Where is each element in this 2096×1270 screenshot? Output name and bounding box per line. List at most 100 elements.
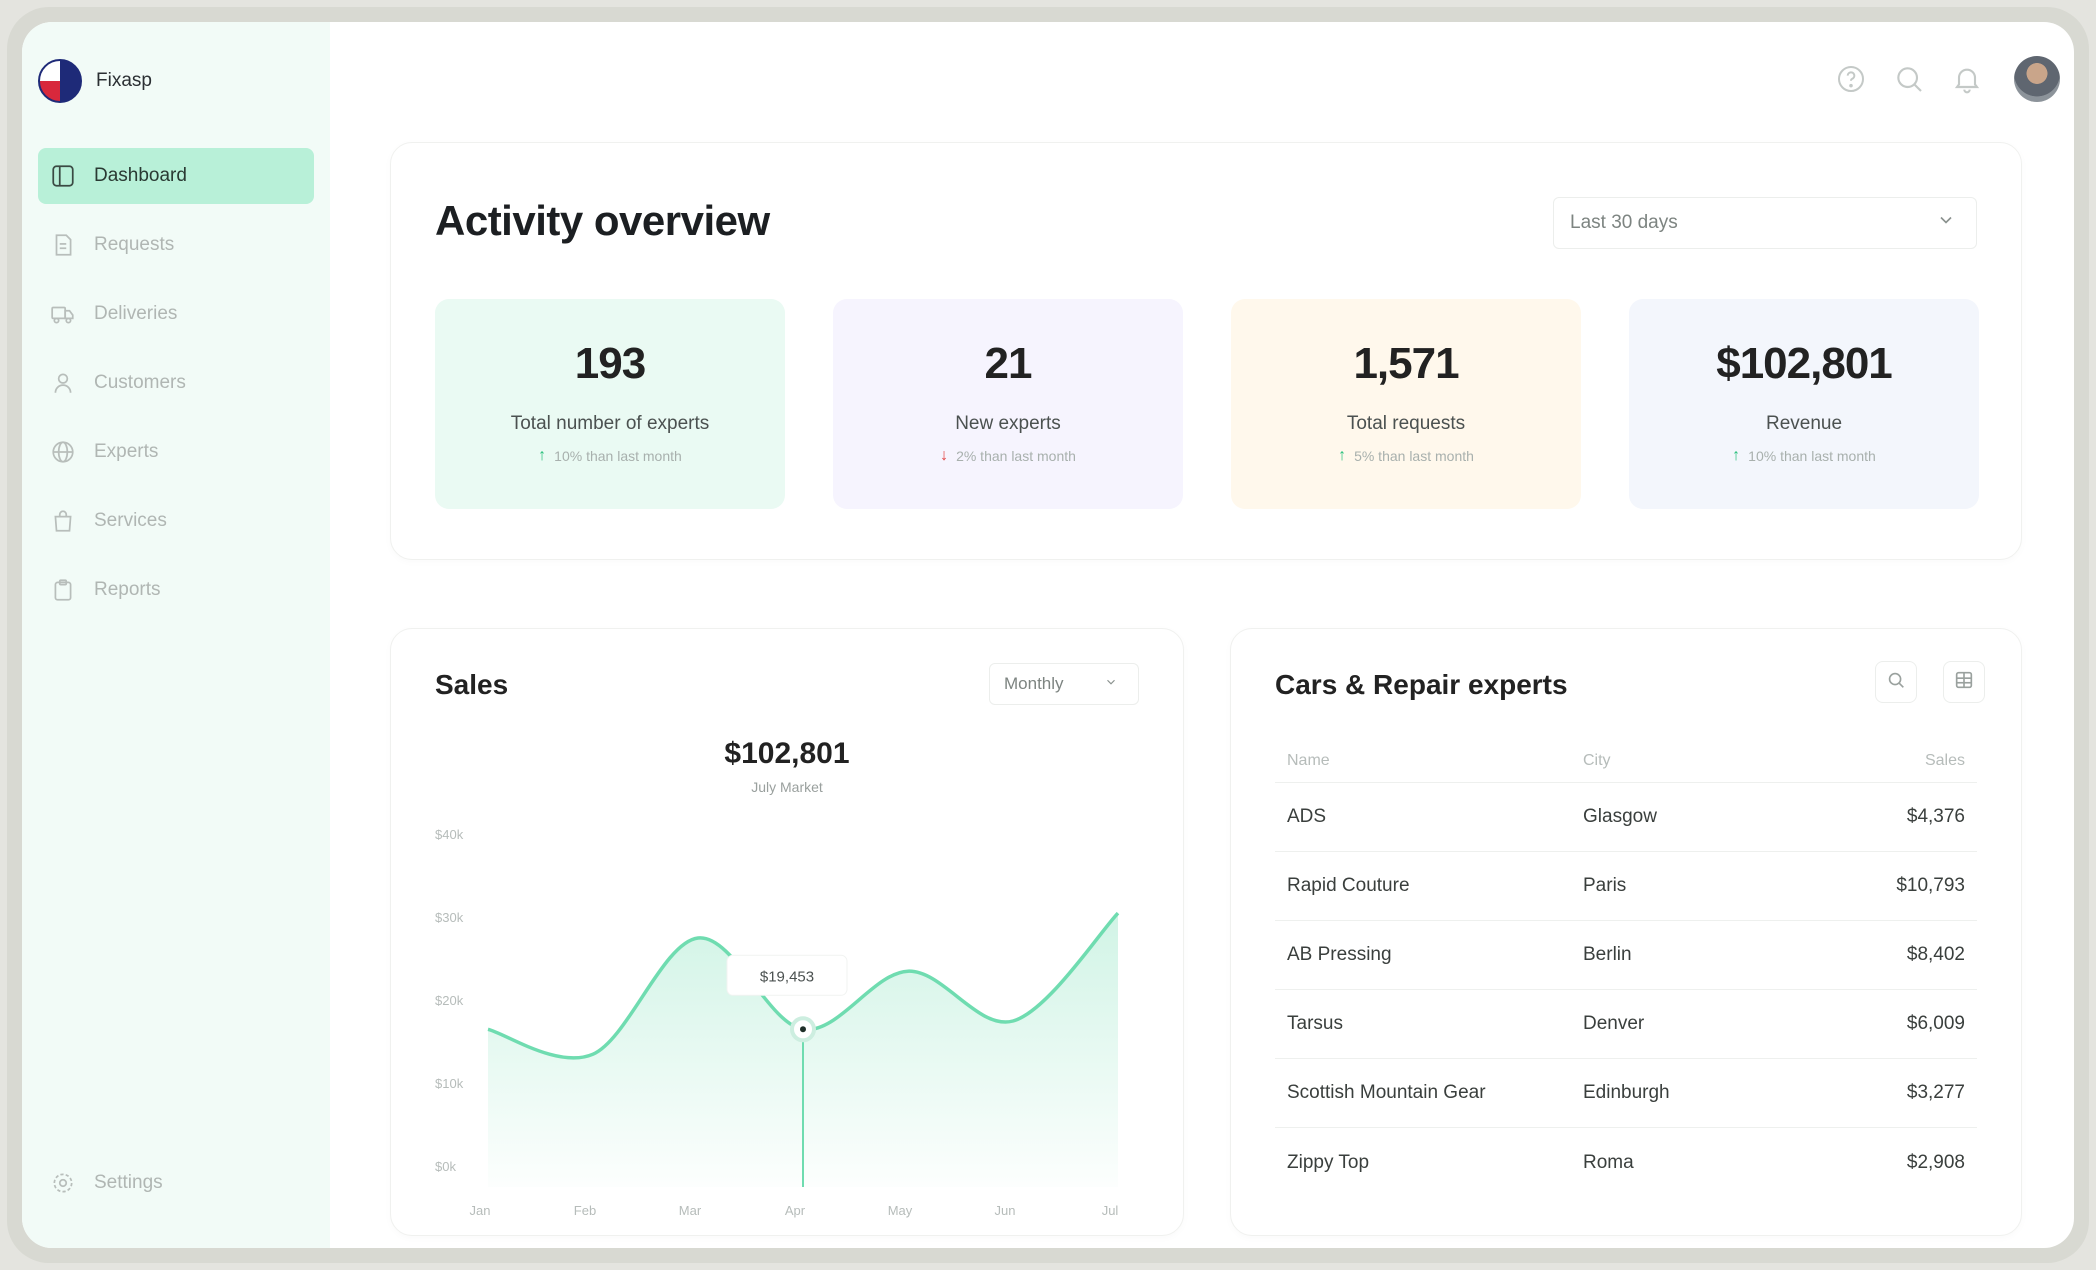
sales-total: $102,801: [724, 737, 850, 770]
experts-title: Cars & Repair experts: [1275, 669, 1568, 700]
stat-card-total-requests: 1,571 Total requests ↑ 5% than last month: [1231, 299, 1581, 509]
y-tick-label: $40k: [435, 827, 464, 842]
sidebar-item-label: Experts: [94, 441, 159, 462]
sales-title: Sales: [435, 669, 509, 700]
experts-search-button[interactable]: [1875, 661, 1917, 703]
x-tick-label: Feb: [574, 1203, 596, 1218]
sidebar-item-label: Dashboard: [94, 165, 187, 186]
dashboard-icon: [50, 163, 76, 189]
stat-label: Total requests: [1346, 413, 1466, 434]
sidebar-item-dashboard[interactable]: Dashboard: [38, 148, 314, 204]
person-icon: [50, 370, 76, 396]
topbar: [1834, 56, 2060, 102]
avatar[interactable]: [2014, 56, 2060, 102]
period-select[interactable]: Monthly: [989, 663, 1139, 705]
sales-card: $40k $30k $20k $10k $0k $19,453 Jan Feb Mar Apr Ma…: [390, 628, 1184, 1236]
bag-icon: [50, 508, 76, 534]
table-header: Name City Sales: [1275, 739, 1977, 783]
cell-city: Berlin: [1583, 944, 1632, 965]
stat-card-total-experts: 193 Total number of experts ↑ 10% than la…: [435, 299, 785, 509]
main-content: Activity overview Last 30 days 193 Total…: [330, 22, 2074, 1248]
sidebar-item-requests[interactable]: Requests: [38, 217, 314, 273]
stat-value: 193: [574, 339, 646, 388]
experts-table: Name City Sales ADS Glasgow $4,376 Rapid…: [1275, 739, 1977, 1197]
arrow-up-icon: ↑: [1338, 447, 1347, 464]
truck-icon: [50, 301, 76, 327]
chart-tooltip: [726, 954, 848, 996]
column-header-name[interactable]: Name: [1287, 751, 1330, 769]
activity-overview-card: Activity overview Last 30 days 193 Total…: [390, 142, 2022, 560]
cell-sales: $8,402: [1906, 944, 1965, 965]
x-tick-label: Jun: [995, 1203, 1016, 1218]
gear-icon: [50, 1170, 76, 1196]
sidebar-item-label: Requests: [94, 234, 175, 255]
cell-name: Zippy Top: [1287, 1151, 1370, 1173]
stat-trend: ↑ 5% than last month: [1231, 447, 1581, 465]
y-tick-label: $30k: [435, 910, 464, 925]
sales-chart: $40k $30k $20k $10k $0k $19,453 Jan Feb Mar Apr Ma…: [435, 827, 1120, 1218]
date-range-value: Last 30 days: [1570, 212, 1678, 233]
table-row[interactable]: ADS Glasgow $4,376: [1275, 783, 1977, 852]
cell-name: Scottish Mountain Gear: [1287, 1082, 1486, 1103]
arrow-up-icon: ↑: [1732, 447, 1741, 464]
bell-icon[interactable]: [1950, 62, 1984, 96]
arrow-down-icon: ↓: [940, 447, 949, 464]
device-frame: Fixasp Dashboard Requests: [7, 7, 2089, 1263]
table-row[interactable]: Scottish Mountain Gear Edinburgh $3,277: [1275, 1059, 1977, 1128]
stat-trend: ↑ 10% than last month: [435, 447, 785, 465]
x-tick-label: Apr: [785, 1203, 806, 1218]
brand-logo: [38, 59, 82, 103]
sidebar-item-label: Customers: [94, 372, 186, 393]
table-row[interactable]: Tarsus Denver $6,009: [1275, 990, 1977, 1059]
sidebar-item-label: Deliveries: [94, 303, 178, 324]
period-value: Monthly: [1004, 674, 1064, 693]
sidebar: Fixasp Dashboard Requests: [22, 22, 330, 1248]
stat-trend: ↓ 2% than last month: [833, 447, 1183, 465]
search-icon[interactable]: [1892, 62, 1926, 96]
brand[interactable]: Fixasp: [22, 56, 330, 106]
cell-name: ADS: [1287, 806, 1327, 827]
sidebar-item-customers[interactable]: Customers: [38, 355, 314, 411]
page-title: Activity overview: [435, 197, 770, 244]
column-header-city[interactable]: City: [1583, 751, 1611, 769]
stat-value: 1,571: [1353, 339, 1459, 388]
y-tick-label: $0k: [435, 1159, 456, 1174]
chevron-down-icon: [1936, 210, 1956, 236]
sidebar-item-services[interactable]: Services: [38, 493, 314, 549]
experts-filter-button[interactable]: [1943, 661, 1985, 703]
tooltip-value: $19,453: [760, 968, 814, 985]
stat-trend-text: 5% than last month: [1354, 448, 1474, 464]
sidebar-item-reports[interactable]: Reports: [38, 562, 314, 618]
table-row[interactable]: AB Pressing Berlin $8,402: [1275, 921, 1977, 990]
y-tick-label: $20k: [435, 993, 464, 1008]
search-icon: [1885, 669, 1907, 696]
help-icon[interactable]: [1834, 62, 1868, 96]
sidebar-item-label: Settings: [94, 1172, 163, 1193]
sidebar-item-label: Services: [94, 510, 167, 531]
cell-sales: $4,376: [1906, 806, 1965, 827]
stat-value: 21: [984, 339, 1033, 388]
app-window: Fixasp Dashboard Requests: [22, 22, 2074, 1248]
arrow-up-icon: ↑: [538, 447, 547, 464]
sidebar-item-deliveries[interactable]: Deliveries: [38, 286, 314, 342]
stat-trend-text: 10% than last month: [1748, 448, 1876, 464]
y-tick-label: $10k: [435, 1076, 464, 1091]
column-header-sales[interactable]: Sales: [1924, 751, 1965, 769]
table-row[interactable]: Rapid Couture Paris $10,793: [1275, 852, 1977, 921]
sidebar-nav: Dashboard Requests Deliveries: [22, 148, 330, 618]
sidebar-item-settings[interactable]: Settings: [38, 1155, 314, 1211]
cell-name: Tarsus: [1287, 1013, 1343, 1034]
x-tick-label: Jan: [470, 1203, 491, 1218]
stat-card-new-experts: 21 New experts ↓ 2% than last month: [833, 299, 1183, 509]
document-icon: [50, 232, 76, 258]
cell-city: Roma: [1583, 1151, 1634, 1173]
date-range-select[interactable]: Last 30 days: [1553, 197, 1977, 249]
stat-label: New experts: [955, 413, 1061, 434]
table-row[interactable]: Zippy Top Roma $2,908: [1275, 1128, 1977, 1197]
stat-label: Total number of experts: [510, 413, 710, 434]
cell-city: Paris: [1583, 875, 1627, 896]
sidebar-item-experts[interactable]: Experts: [38, 424, 314, 480]
cell-city: Glasgow: [1583, 806, 1657, 827]
filter-icon: [1953, 669, 1975, 696]
sales-total-subtitle: July Market: [751, 779, 823, 795]
